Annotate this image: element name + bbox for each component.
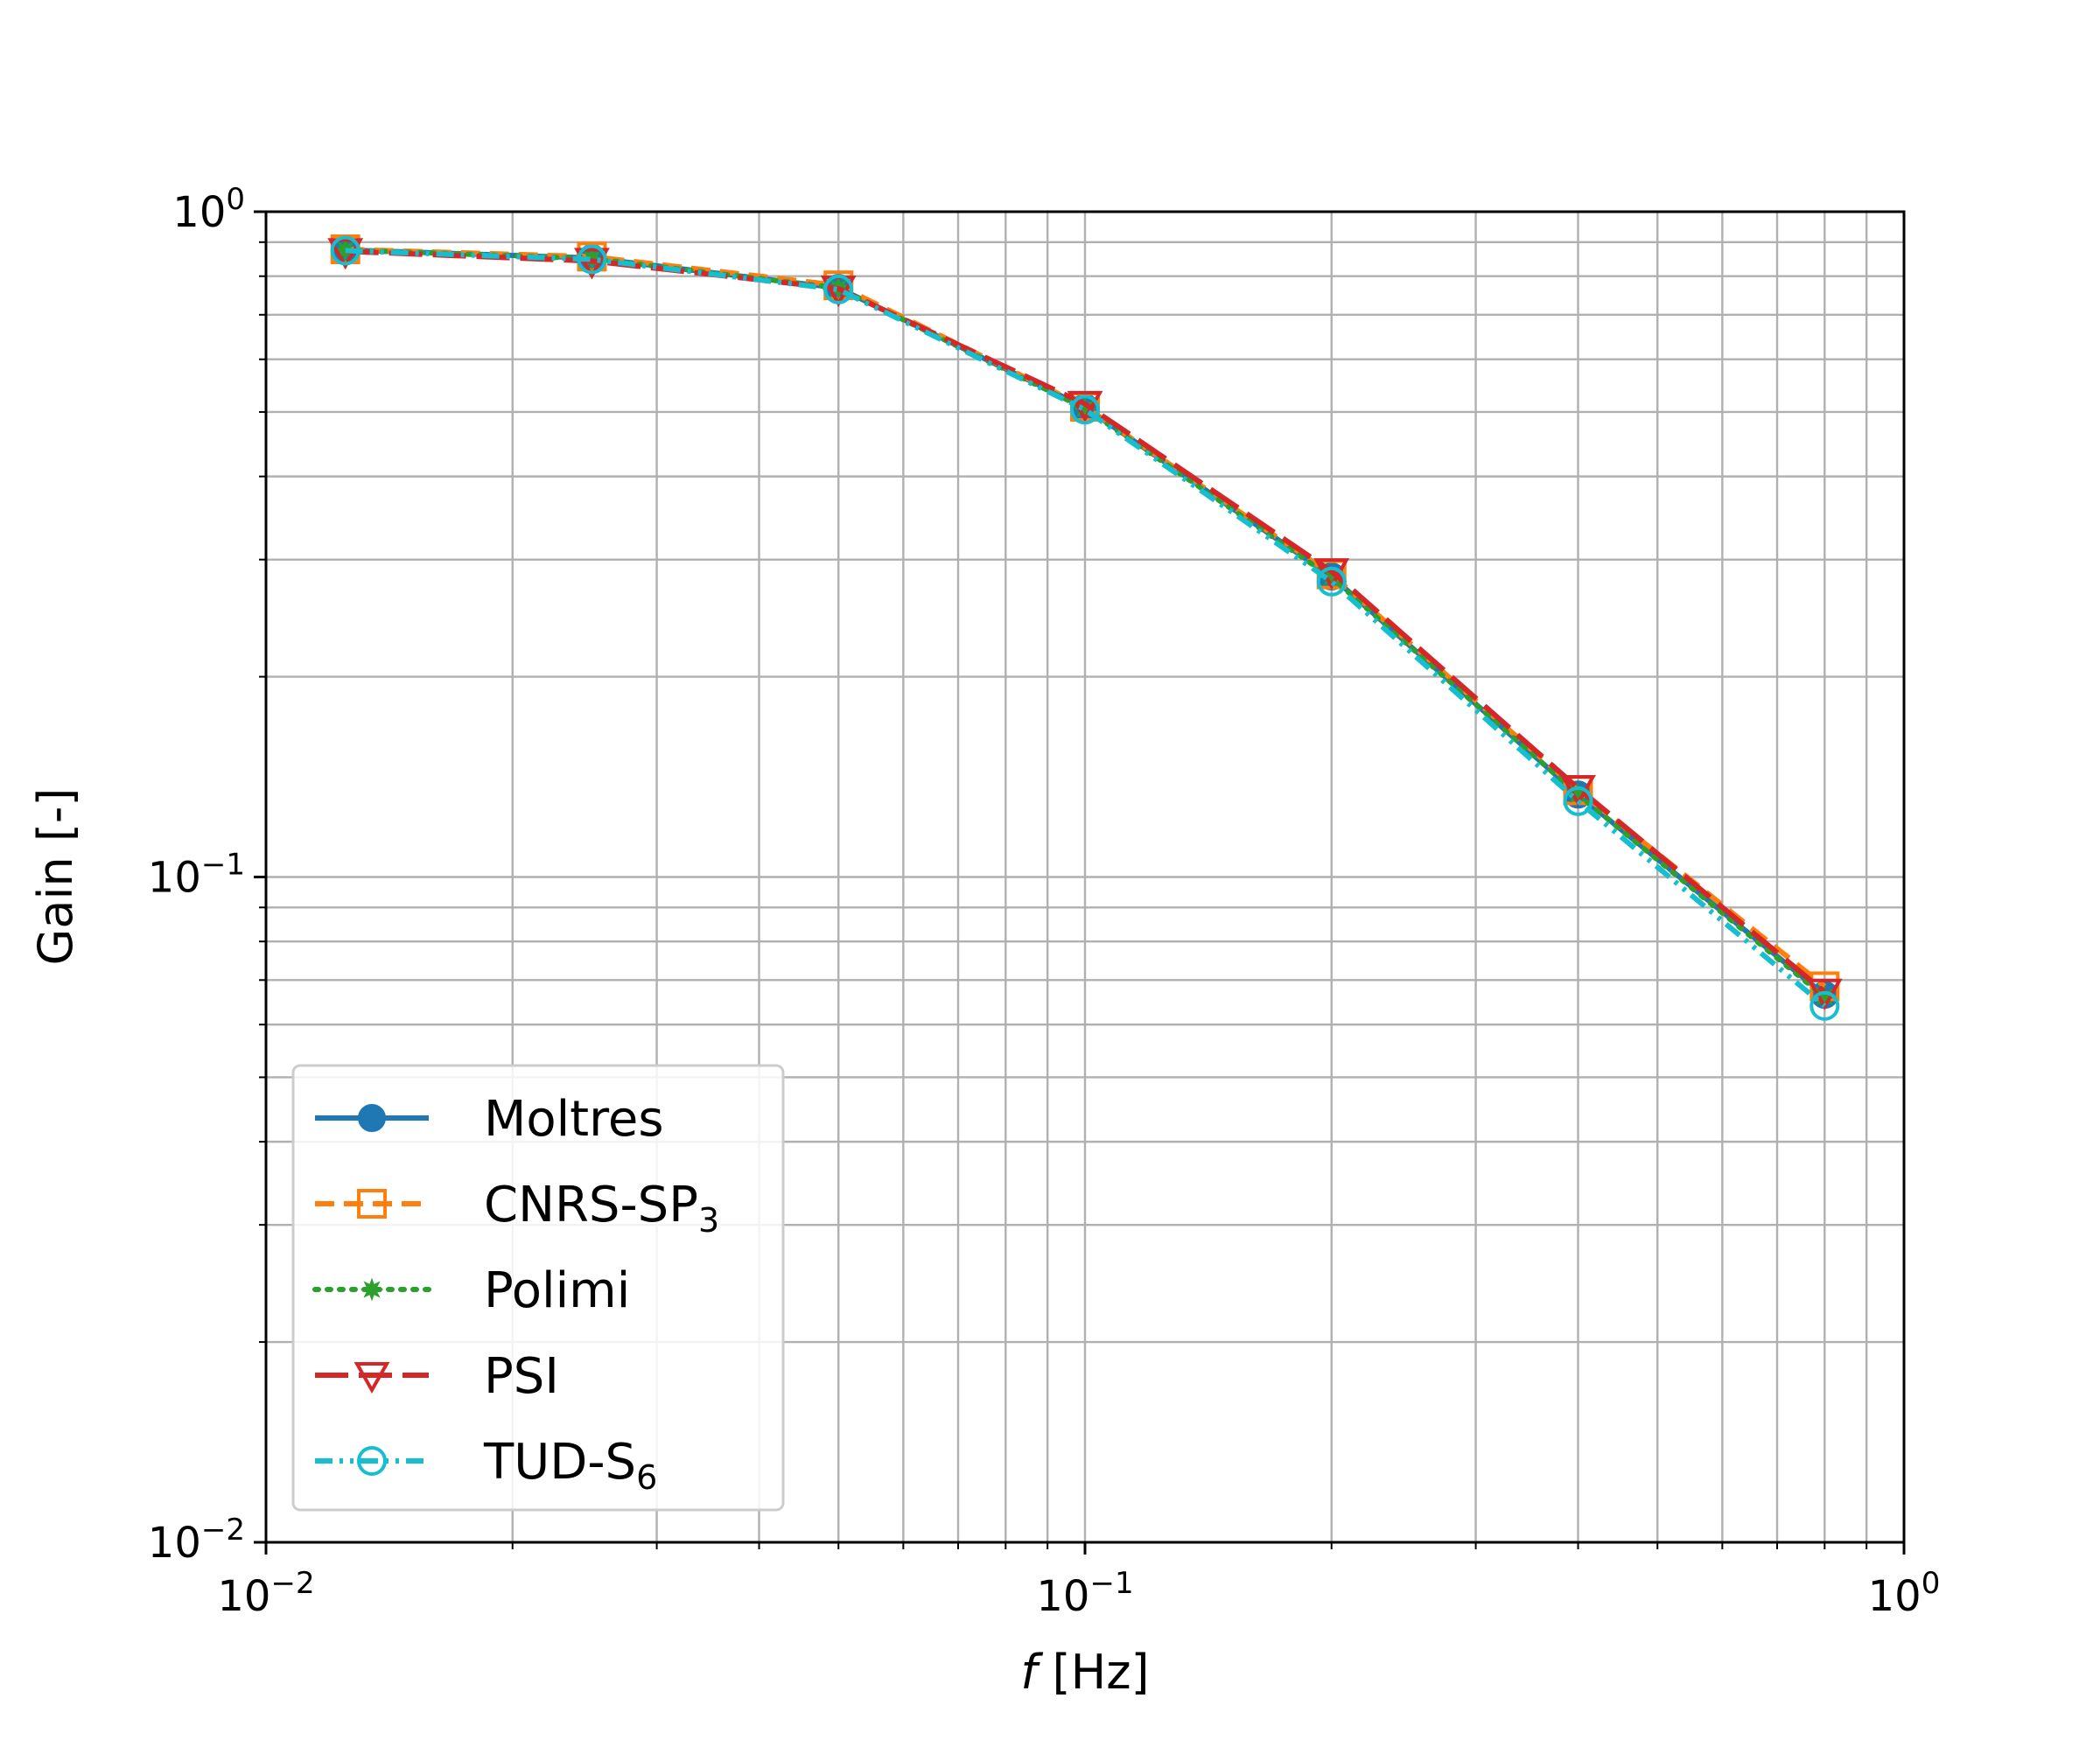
legend-item: TUD-S6 bbox=[315, 1434, 657, 1497]
series-tud-s bbox=[330, 235, 1840, 1021]
series-line bbox=[345, 248, 1827, 995]
data-point bbox=[1313, 558, 1350, 590]
legend-label: PSI bbox=[484, 1348, 559, 1405]
legend-label: CNRS-SP3 bbox=[484, 1177, 719, 1240]
legend-marker bbox=[358, 1104, 386, 1132]
legend-marker bbox=[360, 1277, 384, 1302]
data-point bbox=[823, 274, 854, 304]
series-line bbox=[345, 248, 1827, 1009]
legend: Moltres CNRS-SP3 Polimi PSI TUD-S6 bbox=[291, 1064, 785, 1512]
legend-label: TUD-S6 bbox=[483, 1434, 657, 1497]
data-point bbox=[1070, 395, 1100, 425]
grid bbox=[264, 212, 1904, 1544]
axis-ticks bbox=[254, 210, 1906, 1555]
legend-marker bbox=[357, 1446, 387, 1476]
y-tick-label: 10−2 bbox=[148, 1513, 245, 1568]
legend-box bbox=[291, 1064, 785, 1512]
x-tick-labels: 10−2 10−1 100 bbox=[217, 1566, 1940, 1621]
data-point bbox=[1563, 786, 1593, 816]
data-point bbox=[1316, 566, 1347, 597]
legend-label: Polimi bbox=[484, 1262, 630, 1319]
legend-item: PSI bbox=[315, 1348, 559, 1405]
series-lines bbox=[327, 234, 1843, 1021]
data-point bbox=[330, 235, 360, 266]
x-tick-label: 10−1 bbox=[1036, 1566, 1133, 1621]
x-tick-label: 10−2 bbox=[217, 1566, 314, 1621]
data-point bbox=[577, 244, 607, 275]
data-point bbox=[1067, 390, 1103, 423]
x-axis-label-unit: [Hz] bbox=[1037, 1645, 1149, 1700]
data-point bbox=[1810, 990, 1840, 1021]
y-tick-labels: 10−2 10−1 100 bbox=[148, 182, 245, 1568]
x-tick-label: 100 bbox=[1868, 1566, 1941, 1621]
legend-marker bbox=[354, 1362, 390, 1394]
y-tick-label: 100 bbox=[172, 182, 245, 237]
y-axis-label: Gain [-] bbox=[28, 788, 83, 966]
legend-label: Moltres bbox=[484, 1091, 664, 1148]
legend-item: Moltres bbox=[315, 1091, 664, 1148]
legend-item: CNRS-SP3 bbox=[315, 1177, 719, 1240]
legend-marker bbox=[357, 1189, 387, 1219]
legend-item: Polimi bbox=[312, 1262, 630, 1319]
y-tick-label: 10−1 bbox=[148, 848, 245, 903]
x-axis-label: f [Hz] bbox=[1020, 1645, 1149, 1700]
